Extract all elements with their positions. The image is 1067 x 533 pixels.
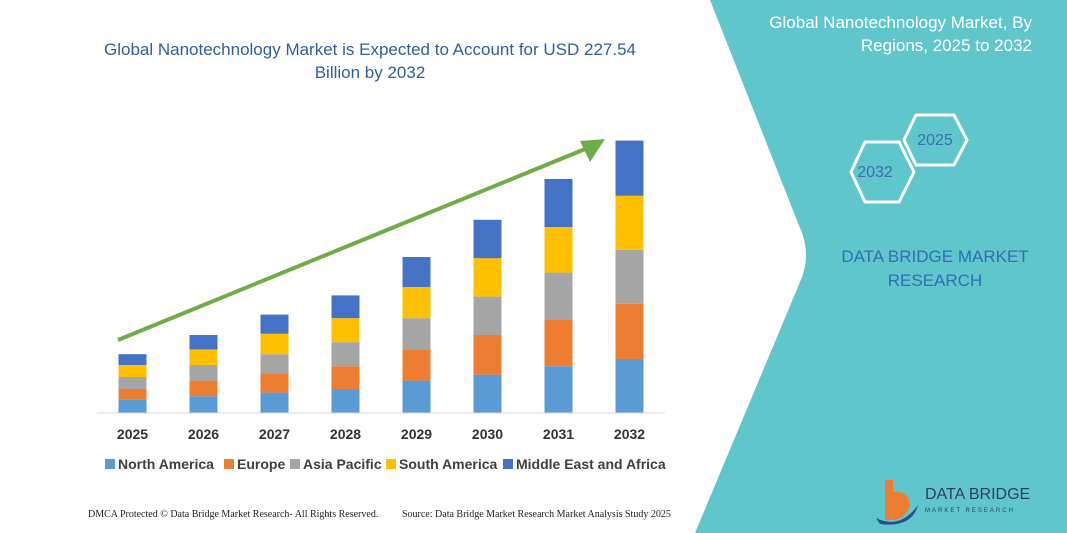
- bar-segment: [616, 141, 644, 196]
- bar-segment: [261, 373, 289, 392]
- legend-swatch: [105, 459, 115, 469]
- bar-segment: [545, 319, 573, 366]
- x-tick-label: 2028: [330, 426, 361, 442]
- x-tick-label: 2032: [614, 426, 645, 442]
- bar-segment: [616, 196, 644, 250]
- footer-right: Source: Data Bridge Market Research Mark…: [402, 509, 671, 520]
- legend-swatch: [386, 459, 396, 469]
- bar-segment: [190, 381, 218, 397]
- bar-segment: [332, 295, 360, 318]
- bar-segment: [119, 365, 147, 377]
- bar-segment: [474, 220, 502, 258]
- bar-segment: [403, 318, 431, 349]
- hexagon-label: 2032: [857, 164, 893, 181]
- bar-segment: [332, 318, 360, 342]
- bar-segment: [403, 287, 431, 318]
- bar-segment: [474, 375, 502, 413]
- x-tick-label: 2027: [259, 426, 290, 442]
- bar-segment: [119, 354, 147, 365]
- hexagon-label: 2025: [917, 132, 953, 149]
- legend-swatch: [290, 459, 300, 469]
- bar-segment: [403, 349, 431, 380]
- bar-segment: [545, 366, 573, 413]
- legend-label: Europe: [237, 456, 285, 472]
- x-tick-label: 2025: [117, 426, 148, 442]
- logo-tagline: MARKET RESEARCH: [925, 508, 1015, 514]
- bar-segment: [119, 377, 147, 389]
- bar-segment: [190, 335, 218, 349]
- legend-label: Middle East and Africa: [516, 456, 666, 472]
- bar-segment: [261, 393, 289, 413]
- bar-segment: [190, 365, 218, 381]
- bar-segment: [403, 257, 431, 287]
- bar-segment: [332, 366, 360, 389]
- legend-label: North America: [118, 456, 214, 472]
- bar-segment: [261, 315, 289, 334]
- bar-segment: [403, 381, 431, 413]
- bar-segment: [332, 389, 360, 413]
- legend-label: Asia Pacific: [303, 456, 382, 472]
- bar-segment: [545, 227, 573, 273]
- legend-swatch: [503, 459, 513, 469]
- brand: DATA BRIDGE MARKET RESEARCH: [830, 245, 1040, 293]
- bar-segment: [616, 304, 644, 359]
- logo-name: DATA BRIDGE: [925, 486, 1030, 503]
- legend-swatch: [224, 459, 234, 469]
- x-tick-label: 2029: [401, 426, 432, 442]
- bar-segment: [545, 179, 573, 227]
- panel-title: Global Nanotechnology Market, By Regions…: [760, 11, 1032, 57]
- chart-title: Global Nanotechnology Market is Expected…: [90, 38, 650, 84]
- x-tick-label: 2026: [188, 426, 219, 442]
- x-tick-label: 2030: [472, 426, 503, 442]
- bar-segment: [261, 334, 289, 354]
- bar-segment: [332, 342, 360, 366]
- footer-left: DMCA Protected © Data Bridge Market Rese…: [88, 509, 378, 520]
- bar-segment: [474, 297, 502, 335]
- x-tick-label: 2031: [543, 426, 574, 442]
- bar-segment: [474, 335, 502, 375]
- bar-segment: [261, 354, 289, 373]
- legend-label: South America: [399, 456, 497, 472]
- bar-segment: [119, 400, 147, 413]
- bar-segment: [616, 359, 644, 413]
- bar-segment: [474, 258, 502, 296]
- bar-segment: [616, 250, 644, 304]
- bar-segment: [190, 396, 218, 413]
- bar-segment: [190, 349, 218, 365]
- bar-segment: [119, 389, 147, 400]
- bar-segment: [545, 273, 573, 320]
